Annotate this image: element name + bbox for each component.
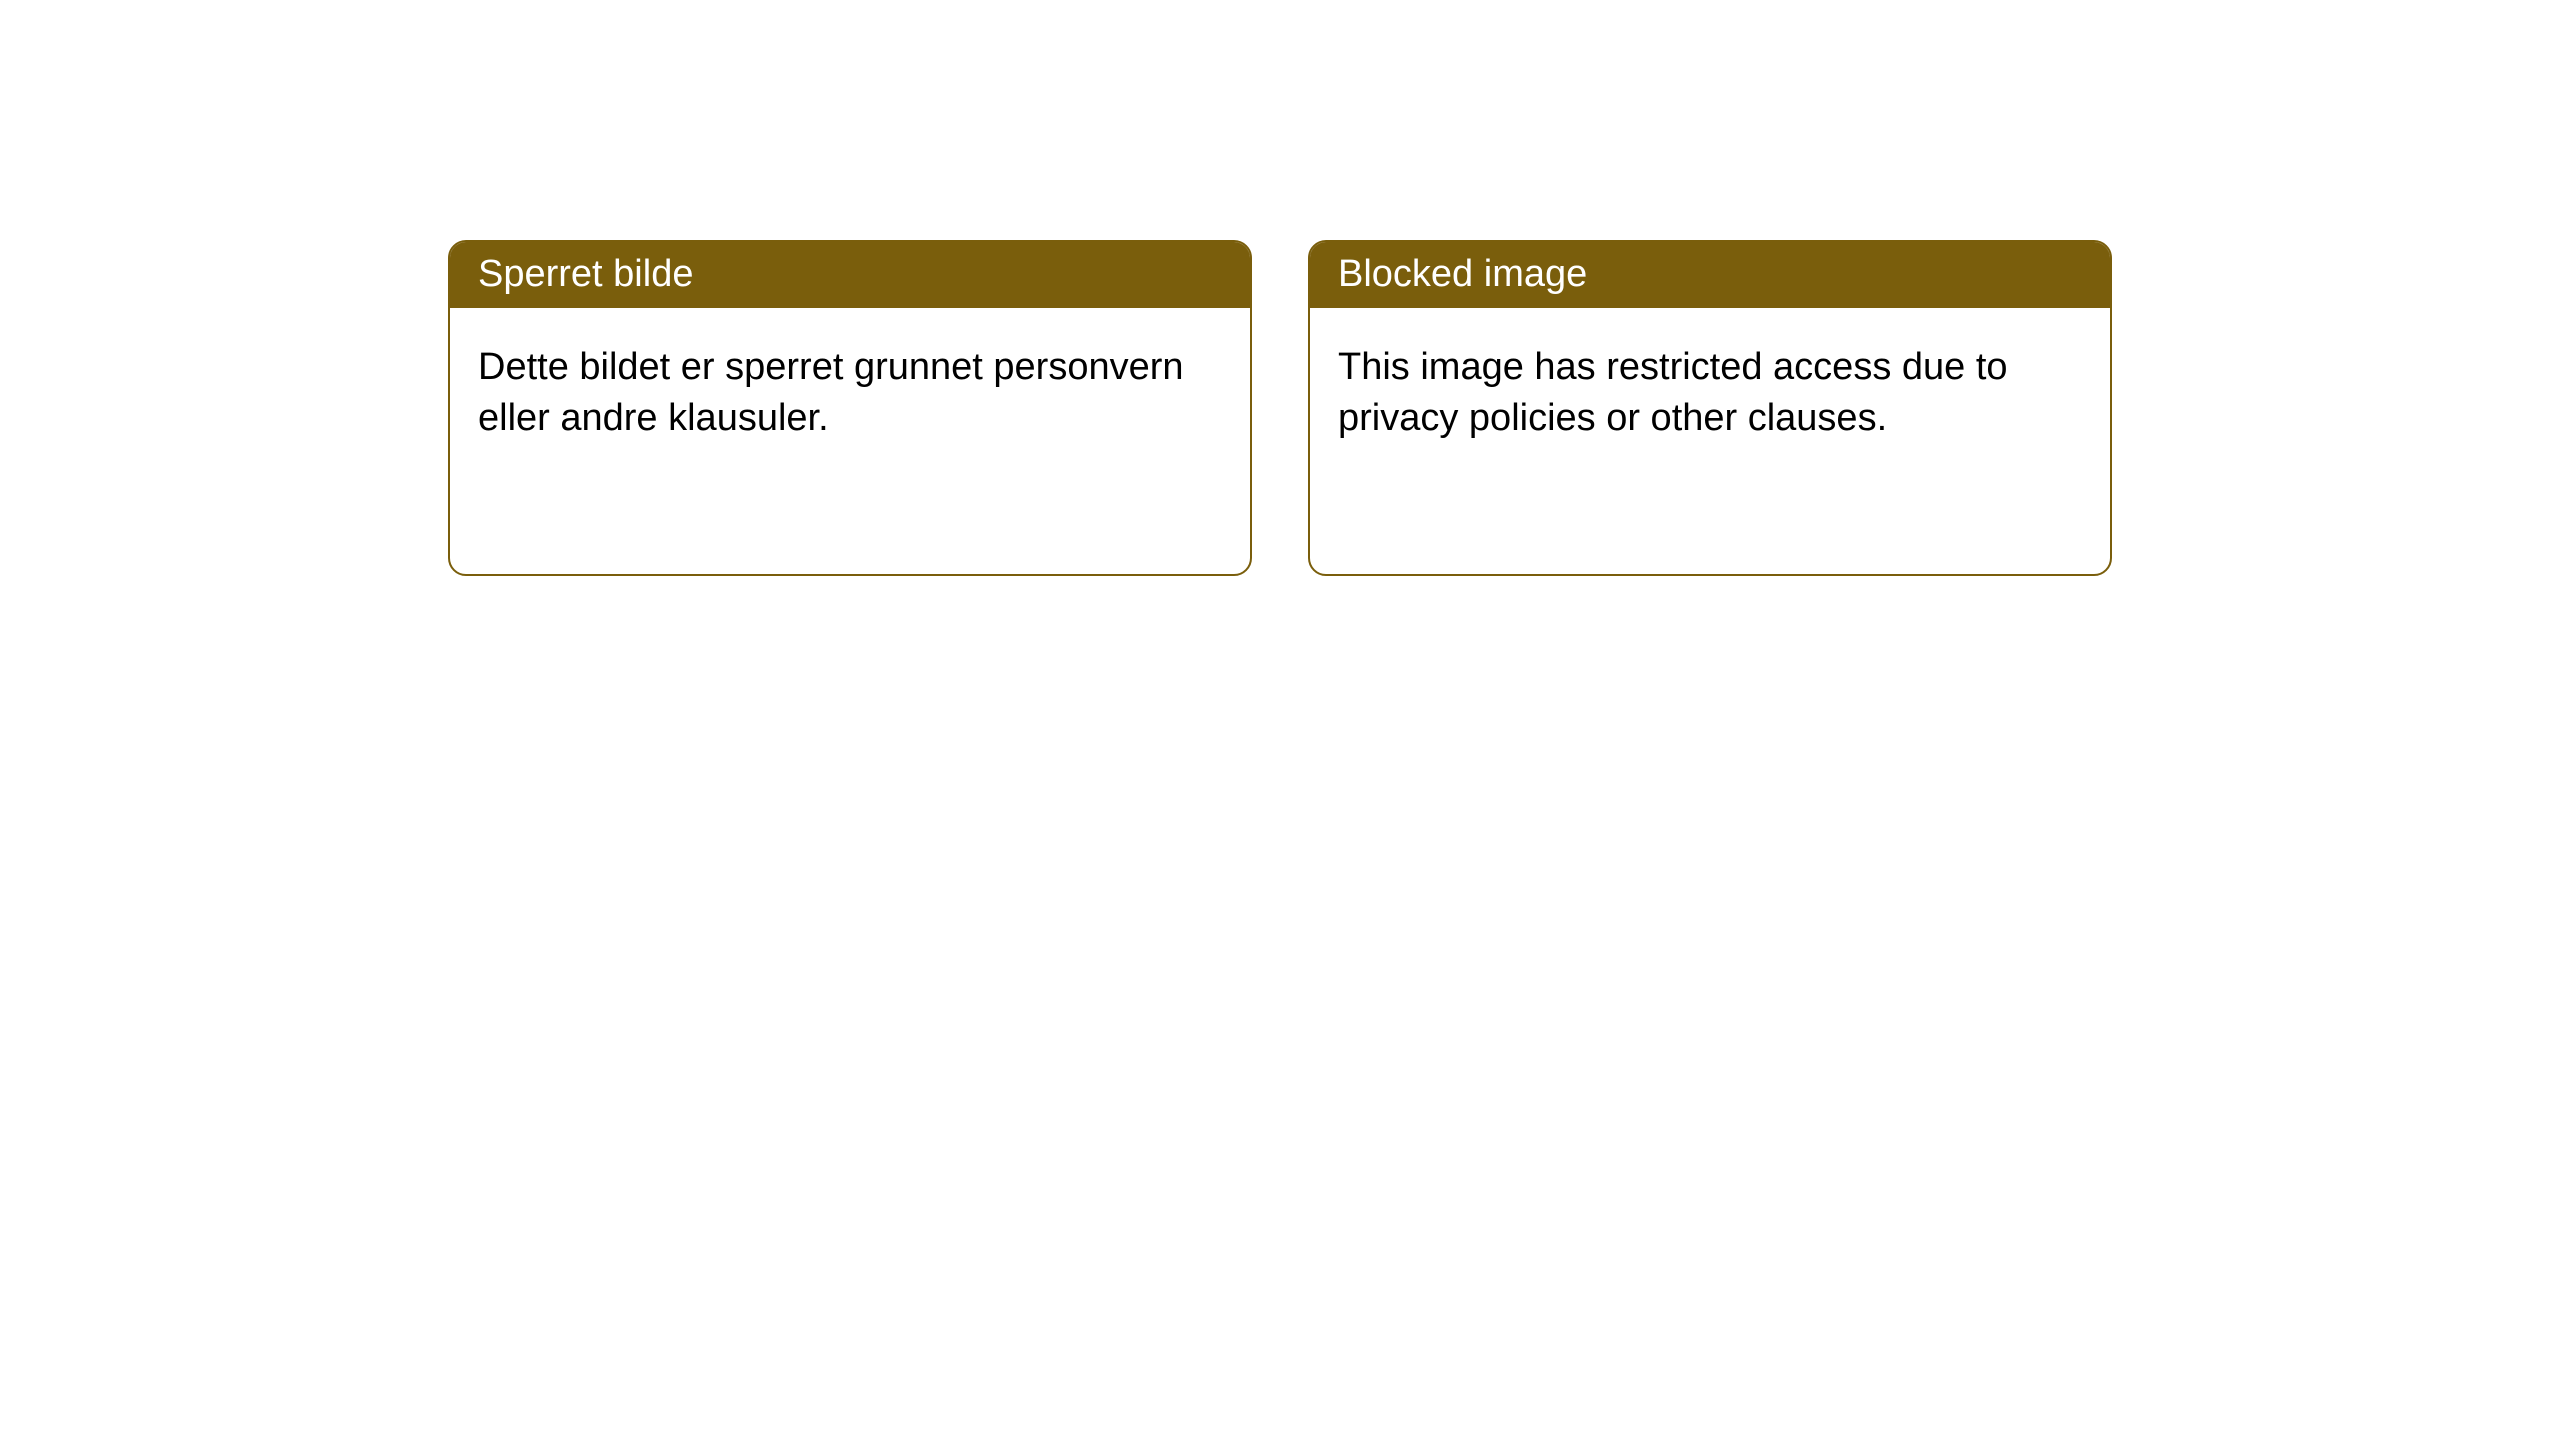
notice-card-english: Blocked image This image has restricted … bbox=[1308, 240, 2112, 576]
notice-title: Sperret bilde bbox=[478, 253, 693, 295]
notice-header: Sperret bilde bbox=[450, 242, 1250, 308]
notice-body-text: This image has restricted access due to … bbox=[1338, 346, 2008, 439]
notice-card-norwegian: Sperret bilde Dette bildet er sperret gr… bbox=[448, 240, 1252, 576]
notice-body-text: Dette bildet er sperret grunnet personve… bbox=[478, 346, 1184, 439]
notice-body: Dette bildet er sperret grunnet personve… bbox=[450, 308, 1250, 479]
notice-title: Blocked image bbox=[1338, 253, 1587, 295]
notice-container: Sperret bilde Dette bildet er sperret gr… bbox=[448, 240, 2112, 576]
notice-header: Blocked image bbox=[1310, 242, 2110, 308]
notice-body: This image has restricted access due to … bbox=[1310, 308, 2110, 479]
